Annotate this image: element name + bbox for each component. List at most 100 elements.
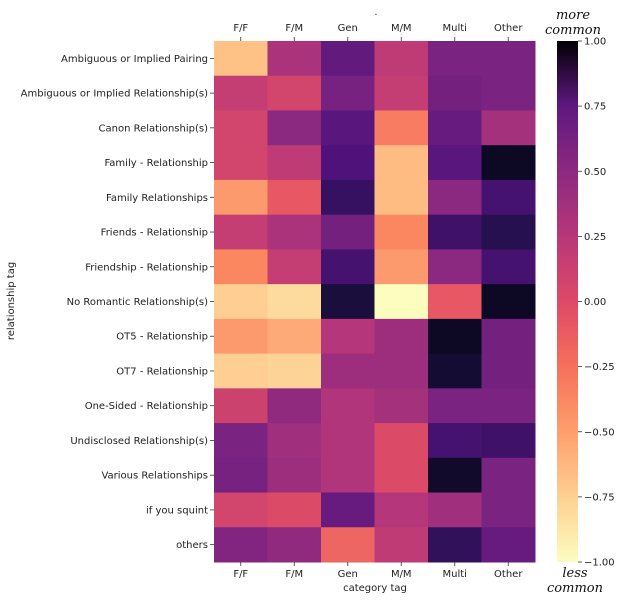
heatmap-cell-others-multi	[428, 527, 482, 563]
heatmap-cell-one-sided-relationship-f-f	[214, 388, 268, 424]
colorbar-tick-label: −1.00	[584, 558, 615, 569]
x-tick-label-bottom-m-m: M/M	[391, 569, 412, 580]
heatmap-cell-others-other	[481, 527, 536, 563]
heatmap-cell-undisclosed-relationship-s-multi	[428, 423, 482, 459]
x-tick-label-top-multi: Multi	[443, 23, 467, 34]
heatmap-cell-undisclosed-relationship-s-gen	[321, 423, 375, 459]
y-tick-label-family-relationships: Family Relationships	[106, 193, 208, 204]
heatmap-cells	[214, 41, 536, 563]
x-tick-label-top-gen: Gen	[338, 23, 358, 34]
y-tick-label-if-you-squint: if you squint	[146, 505, 208, 516]
heatmap-cell-others-f-f	[214, 527, 268, 563]
heatmap-cell-various-relationships-multi	[428, 457, 482, 494]
x-tick-label-top-f-f: F/F	[233, 23, 248, 34]
heatmap-cell-if-you-squint-f-f	[214, 492, 268, 528]
heatmap-cell-family-relationship-gen	[321, 145, 375, 181]
colorbar-tick-label: −0.50	[584, 427, 615, 438]
y-tick-label-no-romantic-relationship-s: No Romantic Relationship(s)	[67, 297, 208, 308]
heatmap-cell-ot5-relationship-f-m	[267, 318, 322, 355]
y-tick-labels: Ambiguous or Implied Pairing Ambiguous or…	[21, 54, 214, 551]
colorbar-top-annotation-line1: more	[556, 8, 590, 23]
y-tick-label-friends-relationship: Friends - Relationship	[101, 228, 208, 239]
heatmap-cell-family-relationship-other	[481, 145, 536, 181]
heatmap-cell-ambiguous-or-implied-relationship-s-f-f	[214, 75, 268, 111]
heatmap-cell-ot5-relationship-multi	[428, 318, 482, 355]
heatmap-cell-friendship-relationship-other	[481, 249, 536, 285]
heatmap-cell-various-relationships-m-m	[374, 457, 429, 494]
y-tick-label-undisclosed-relationship-s: Undisclosed Relationship(s)	[70, 436, 208, 447]
heatmap-cell-no-romantic-relationship-s-f-f	[214, 284, 268, 320]
colorbar-tick-label: 0.75	[584, 102, 606, 113]
x-tick-labels-bottom: F/F F/M Gen M/M Multi Other	[233, 562, 523, 580]
heatmap-cell-canon-relationship-s-other	[481, 110, 536, 146]
y-tick-label-family-relationship: Family - Relationship	[104, 158, 208, 169]
heatmap-cell-family-relationship-m-m	[374, 145, 429, 181]
heatmap-cell-friends-relationship-multi	[428, 214, 482, 250]
heatmap-cell-if-you-squint-f-m	[267, 492, 322, 528]
colorbar: 1.00 0.75 0.50 0.25 0.00 −0.25 −0.50 −0.75 −1.00	[557, 37, 615, 569]
heatmap-cell-family-relationships-m-m	[374, 179, 429, 216]
heatmap-cell-friends-relationship-f-m	[267, 214, 322, 250]
x-axis-label: category tag	[343, 583, 407, 594]
colorbar-tick-label: 0.50	[584, 167, 606, 178]
heatmap-cell-ambiguous-or-implied-pairing-f-f	[214, 41, 268, 77]
heatmap-cell-canon-relationship-s-f-m	[267, 110, 322, 146]
y-axis-label: relationship tag	[6, 262, 17, 340]
heatmap-cell-ot5-relationship-f-f	[214, 318, 268, 355]
colorbar-tick-label: −0.75	[584, 492, 615, 503]
heatmap-cell-ambiguous-or-implied-pairing-f-m	[267, 41, 322, 77]
heatmap-cell-friends-relationship-other	[481, 214, 536, 250]
y-tick-label-canon-relationship-s: Canon Relationship(s)	[99, 123, 209, 134]
heatmap-cell-no-romantic-relationship-s-m-m	[374, 284, 429, 320]
heatmap-cell-ot7-relationship-other	[481, 353, 536, 389]
x-tick-label-bottom-other: Other	[494, 569, 523, 580]
heatmap-cell-canon-relationship-s-f-f	[214, 110, 268, 146]
heatmap-cell-ambiguous-or-implied-pairing-other	[481, 41, 536, 77]
heatmap-cell-ot7-relationship-multi	[428, 353, 482, 389]
heatmap-cell-ot5-relationship-m-m	[374, 318, 429, 355]
heatmap-cell-friendship-relationship-f-f	[214, 249, 268, 285]
top-marker-label: .	[374, 7, 377, 18]
heatmap-cell-ot7-relationship-f-m	[267, 353, 322, 389]
heatmap-cell-family-relationships-f-m	[267, 179, 322, 216]
colorbar-bottom-annotation-line1: less	[562, 566, 588, 581]
heatmap-cell-friendship-relationship-m-m	[374, 249, 429, 285]
heatmap-cell-friendship-relationship-f-m	[267, 249, 322, 285]
heatmap-cell-ambiguous-or-implied-relationship-s-other	[481, 75, 536, 111]
heatmap-cell-friendship-relationship-gen	[321, 249, 375, 285]
y-tick-label-ot5-relationship: OT5 - Relationship	[116, 332, 208, 343]
heatmap-cell-family-relationship-f-m	[267, 145, 322, 181]
heatmap-cell-ambiguous-or-implied-relationship-s-multi	[428, 75, 482, 111]
heatmap-cell-family-relationship-f-f	[214, 145, 268, 181]
heatmap-cell-one-sided-relationship-gen	[321, 388, 375, 424]
heatmap-cell-various-relationships-f-m	[267, 457, 322, 494]
heatmap-cell-no-romantic-relationship-s-gen	[321, 284, 375, 320]
heatmap-cell-ambiguous-or-implied-pairing-m-m	[374, 41, 429, 77]
heatmap-cell-ot7-relationship-gen	[321, 353, 375, 389]
heatmap-cell-one-sided-relationship-m-m	[374, 388, 429, 424]
colorbar-top-annotation-line2: common	[545, 23, 601, 38]
y-tick-label-various-relationships: Various Relationships	[101, 471, 208, 482]
heatmap-cell-others-m-m	[374, 527, 429, 563]
x-tick-label-top-other: Other	[494, 23, 523, 34]
heatmap-cell-undisclosed-relationship-s-other	[481, 423, 536, 459]
heatmap-cell-no-romantic-relationship-s-other	[481, 284, 536, 320]
x-tick-label-bottom-multi: Multi	[443, 569, 467, 580]
heatmap-cell-friends-relationship-m-m	[374, 214, 429, 250]
colorbar-bottom-annotation-line2: common	[547, 581, 603, 596]
heatmap-cell-others-gen	[321, 527, 375, 563]
x-tick-label-bottom-f-f: F/F	[233, 569, 248, 580]
colorbar-tick-label: 0.00	[584, 297, 606, 308]
y-tick-label-ambiguous-or-implied-pairing: Ambiguous or Implied Pairing	[61, 54, 208, 65]
colorbar-tick-label: 1.00	[584, 37, 606, 48]
heatmap-cell-family-relationships-multi	[428, 179, 482, 216]
heatmap-cell-no-romantic-relationship-s-multi	[428, 284, 482, 320]
heatmap-cell-family-relationships-other	[481, 179, 536, 216]
x-tick-label-bottom-f-m: F/M	[285, 569, 303, 580]
colorbar-tick-label: −0.25	[584, 362, 615, 373]
y-tick-label-others: others	[176, 540, 208, 551]
y-tick-label-one-sided-relationship: One-Sided - Relationship	[85, 401, 208, 412]
heatmap-cell-ambiguous-or-implied-relationship-s-f-m	[267, 75, 322, 111]
heatmap-cell-undisclosed-relationship-s-m-m	[374, 423, 429, 459]
heatmap-cell-family-relationships-f-f	[214, 179, 268, 216]
